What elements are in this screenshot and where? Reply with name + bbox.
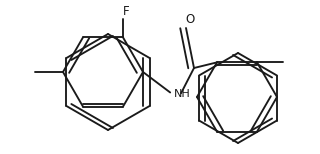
Text: O: O xyxy=(186,13,195,26)
Text: NH: NH xyxy=(174,89,191,99)
Text: F: F xyxy=(123,5,130,18)
